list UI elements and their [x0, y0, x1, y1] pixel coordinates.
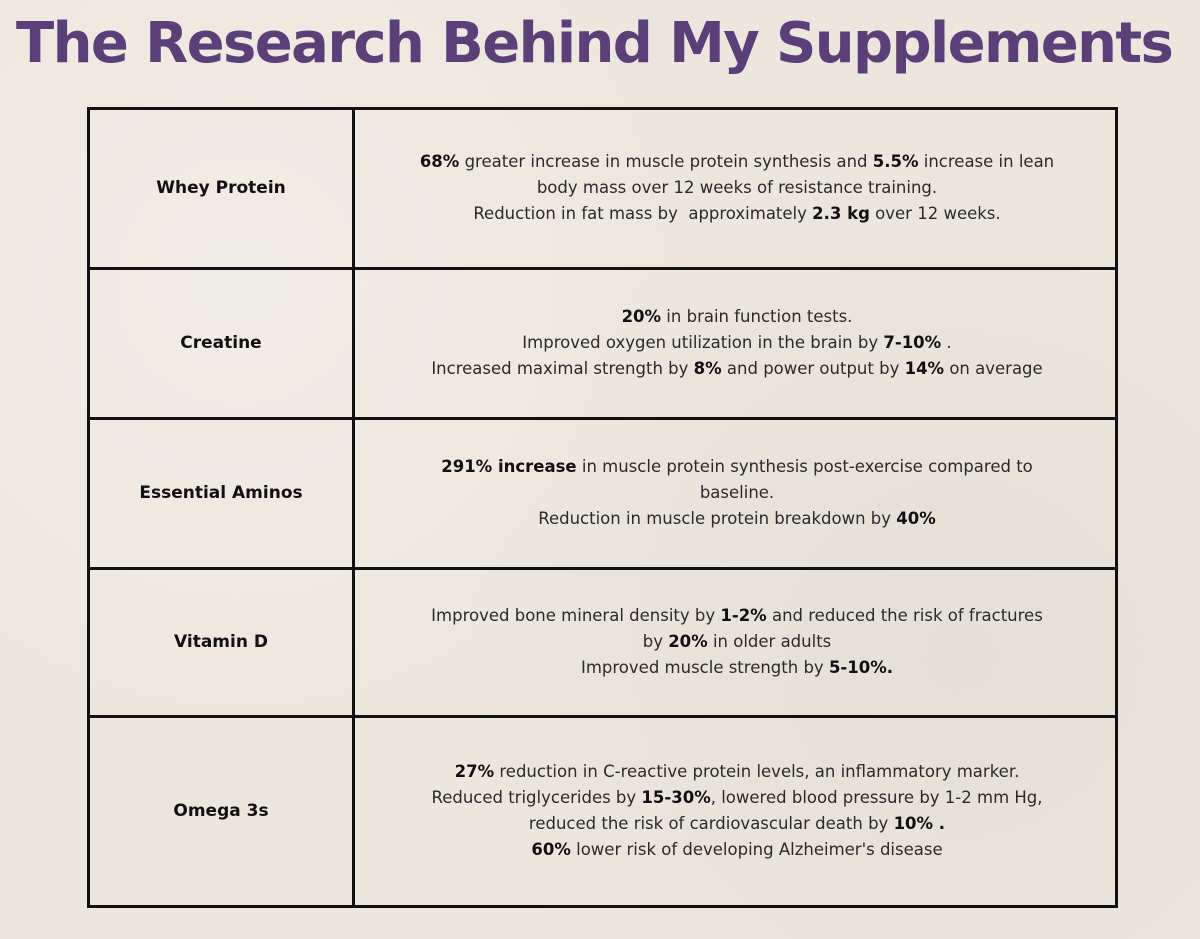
- highlight-stat: 2.3 kg: [812, 204, 870, 224]
- research-line: body mass over 12 weeks of resistance tr…: [536, 178, 938, 198]
- research-line: by 20% in older adults: [642, 632, 832, 651]
- highlight-stat: 20%: [621, 307, 662, 326]
- highlight-stat: 40%: [896, 509, 936, 528]
- supplement-name: Creatine: [90, 266, 355, 420]
- supplement-research: 68% greater increase in muscle protein s…: [352, 110, 1115, 270]
- supplement-research: 27% reduction in C-reactive protein leve…: [352, 714, 1115, 905]
- highlight-stat: 27%: [454, 762, 495, 782]
- highlight-stat: 291% increase: [441, 457, 577, 476]
- highlight-stat: 10% .: [893, 814, 946, 834]
- supplement-research: 291% increase in muscle protein synthesi…: [352, 416, 1115, 570]
- table-row: Essential Aminos 291% increase in muscle…: [90, 416, 1115, 570]
- research-line: 291% increase in muscle protein synthesi…: [441, 457, 1033, 476]
- research-line: Improved muscle strength by 5-10%.: [580, 658, 894, 677]
- highlight-stat: 68%: [419, 152, 460, 172]
- supplements-table: Whey Protein 68% greater increase in mus…: [87, 107, 1118, 908]
- research-line: Improved bone mineral density by 1-2% an…: [431, 606, 1043, 625]
- research-line: 20% in brain function tests.: [621, 307, 853, 326]
- table-row: Omega 3s 27% reduction in C-reactive pro…: [90, 714, 1115, 905]
- highlight-stat: 14%: [904, 359, 945, 378]
- research-line: Reduction in fat mass by approximately 2…: [473, 204, 1001, 224]
- highlight-stat: 5-10%.: [828, 658, 894, 677]
- supplement-research: Improved bone mineral density by 1-2% an…: [352, 566, 1115, 718]
- page-title: The Research Behind My Supplements: [16, 11, 1174, 76]
- supplement-research: 20% in brain function tests. Improved oxy…: [352, 266, 1115, 420]
- research-line: baseline.: [699, 483, 775, 502]
- highlight-stat: 1-2%: [720, 606, 767, 625]
- research-line: 68% greater increase in muscle protein s…: [419, 152, 1055, 172]
- supplement-name: Essential Aminos: [90, 416, 355, 570]
- table-row: Creatine 20% in brain function tests. Imp…: [90, 266, 1115, 420]
- supplement-name: Vitamin D: [90, 566, 355, 718]
- highlight-stat: 20%: [668, 632, 708, 651]
- research-line: Increased maximal strength by 8% and pow…: [431, 359, 1043, 378]
- research-line: Reduced triglycerides by 15-30%, lowered…: [431, 788, 1043, 808]
- research-line: reduced the risk of cardiovascular death…: [528, 814, 946, 834]
- research-line: Reduction in muscle protein breakdown by…: [538, 509, 936, 528]
- research-line: 27% reduction in C-reactive protein leve…: [454, 762, 1020, 782]
- highlight-stat: 5.5%: [872, 152, 919, 172]
- supplement-name: Whey Protein: [90, 110, 355, 270]
- table-row: Vitamin D Improved bone mineral density …: [90, 566, 1115, 718]
- research-line: 60% lower risk of developing Alzheimer's…: [531, 840, 943, 860]
- highlight-stat: 7-10%: [883, 333, 942, 352]
- highlight-stat: 60%: [531, 840, 571, 860]
- table-row: Whey Protein 68% greater increase in mus…: [90, 110, 1115, 270]
- supplement-name: Omega 3s: [90, 714, 355, 905]
- research-line: Improved oxygen utilization in the brain…: [522, 333, 952, 352]
- highlight-stat: 15-30%: [641, 788, 711, 808]
- highlight-stat: 8%: [693, 359, 722, 378]
